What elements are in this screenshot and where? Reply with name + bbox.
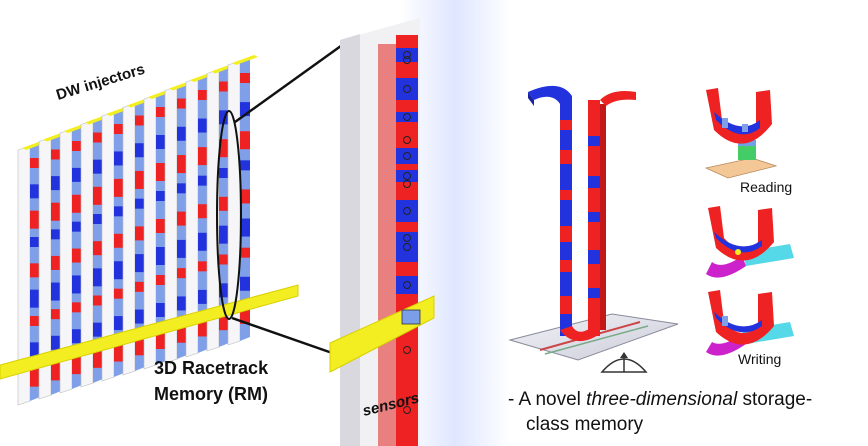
caption-emphasis: three-dimensional [586,389,738,410]
array-plate [143,89,174,370]
domain-stripe [396,276,418,294]
caption-prefix: - A novel [508,389,586,410]
reading-illustration [704,88,778,179]
reading-label: Reading [740,179,792,195]
dw-injectors-label: DW injectors [54,61,147,104]
rm-title-line1: 3D Racetrack [154,358,269,378]
domain-stripe [396,48,418,62]
writing-illustration-1 [706,206,794,278]
array-plate [101,106,132,382]
zoomed-track [329,0,510,446]
domain-stripe [396,170,418,182]
domain-stripe [396,112,418,122]
ellipse-zoom-marker [216,110,242,320]
writing-label: Writing [738,351,781,367]
array-plate [38,131,69,400]
u-racetrack [508,85,679,373]
writing-illustration-2 [706,290,794,356]
meter-icon [600,352,648,373]
caption-line2: class memory [526,414,644,435]
array-plate [17,140,48,406]
array-plate [59,123,90,394]
rm-title-line2: Memory (RM) [154,384,268,404]
zoom-line-top [234,36,353,124]
domain-stripe [396,200,418,222]
array-plate [185,72,216,358]
array-plate [164,80,195,364]
array-plate [80,114,111,388]
caption-suffix: storage- [737,389,812,410]
domain-stripe [396,148,418,164]
array-plate [122,97,153,376]
caption-line1: - A novel three-dimensional storage- [508,389,812,410]
zoom-track-stripes [396,48,418,414]
domain-stripe [396,232,418,262]
domain-stripe [396,78,418,100]
